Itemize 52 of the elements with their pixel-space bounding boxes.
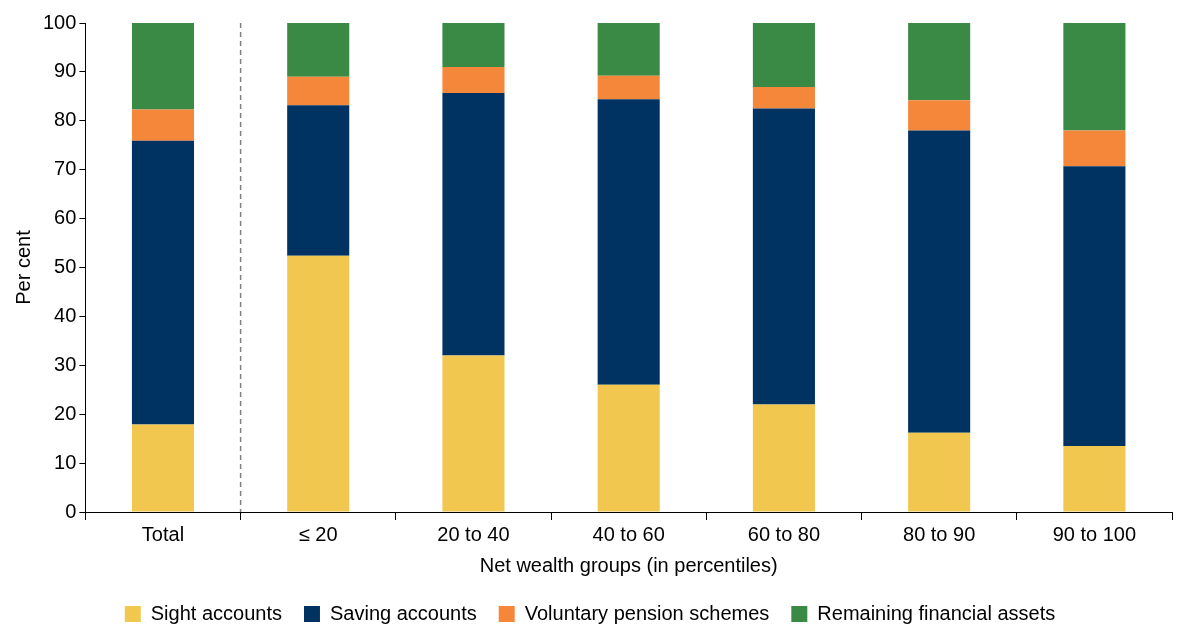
bar — [442, 23, 505, 68]
bar — [908, 23, 971, 101]
bar — [442, 355, 505, 512]
bar — [752, 23, 815, 88]
legend-label: Sight accounts — [150, 601, 282, 624]
x-tick-label: 40 to 60 — [592, 522, 665, 545]
bar — [1063, 166, 1126, 446]
bar — [908, 100, 971, 131]
legend-label: Remaining financial assets — [817, 601, 1056, 624]
bar — [597, 384, 660, 512]
bar — [908, 432, 971, 512]
y-tick-label: 70 — [54, 157, 77, 180]
y-tick-label: 30 — [54, 352, 77, 375]
bar — [287, 76, 350, 106]
x-axis-title: Net wealth groups (in percentiles) — [479, 553, 778, 576]
legend-label: Voluntary pension schemes — [524, 601, 770, 624]
bar — [131, 109, 195, 141]
y-tick-label: 60 — [54, 206, 77, 229]
x-tick-label: 80 to 90 — [903, 522, 976, 545]
bar — [752, 87, 815, 109]
y-tick-label: 90 — [54, 59, 77, 82]
bar — [131, 140, 195, 425]
bar — [131, 23, 195, 110]
y-tick-label: 40 — [54, 303, 77, 326]
y-tick-label: 10 — [54, 450, 77, 473]
bar — [287, 105, 350, 256]
y-tick-label: 80 — [54, 108, 77, 131]
bar — [1063, 445, 1126, 512]
x-tick-label: 90 to 100 — [1052, 522, 1137, 545]
y-tick-label: 100 — [42, 10, 77, 33]
y-tick-label: 50 — [54, 255, 77, 278]
y-tick-label: 20 — [54, 401, 77, 424]
legend-label: Saving accounts — [329, 601, 477, 624]
bar — [442, 67, 505, 93]
bar — [287, 255, 350, 512]
bar — [1063, 130, 1126, 167]
bar — [597, 23, 660, 76]
bar — [752, 108, 815, 405]
x-tick-label: Total — [141, 522, 185, 545]
bar — [752, 404, 815, 512]
bar — [597, 99, 660, 385]
x-tick-label: 60 to 80 — [747, 522, 821, 545]
bar — [131, 424, 195, 512]
bar — [908, 130, 971, 433]
bar — [442, 92, 505, 356]
y-tick-label: 0 — [65, 499, 77, 522]
x-tick-label: 20 to 40 — [437, 522, 510, 545]
bar — [597, 75, 660, 100]
y-axis-title: Per cent — [11, 229, 34, 305]
x-tick-label: ≤ 20 — [298, 522, 338, 545]
bar — [287, 23, 350, 77]
bar — [1063, 23, 1126, 131]
